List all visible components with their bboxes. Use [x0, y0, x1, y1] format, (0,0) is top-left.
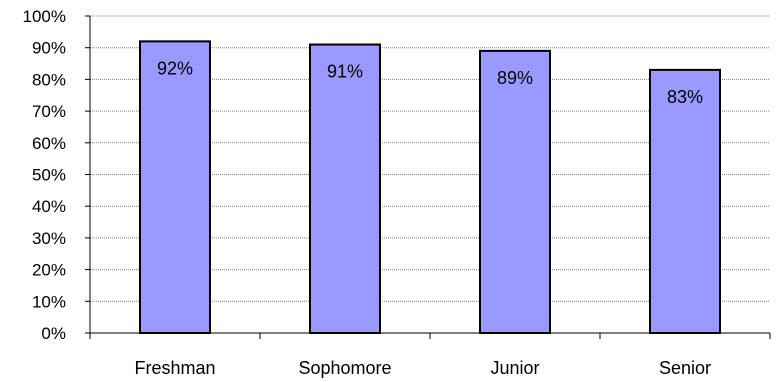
data-label: 91%: [327, 62, 363, 82]
y-tick-labels: 0% 10% 20% 30% 40% 50% 60% 70% 80% 90% 100%: [23, 7, 66, 343]
category-label: Freshman: [134, 358, 215, 378]
data-label: 89%: [497, 68, 533, 88]
y-tick-label: 90%: [32, 39, 66, 58]
y-tick-label: 20%: [32, 261, 66, 280]
category-label: Junior: [490, 358, 539, 378]
y-tick-label: 80%: [32, 70, 66, 89]
bar-senior: [649, 68, 721, 334]
data-label: 83%: [667, 87, 703, 107]
bars: [139, 40, 721, 335]
y-tick-label: 30%: [32, 229, 66, 248]
y-tick-label: 10%: [32, 292, 66, 311]
bar-sophomore: [309, 43, 381, 334]
y-tick-label: 0%: [41, 324, 66, 343]
y-tick-label: 70%: [32, 102, 66, 121]
y-tick-label: 50%: [32, 166, 66, 185]
y-tick-label: 40%: [32, 197, 66, 216]
y-tick-label: 100%: [23, 7, 66, 26]
category-label: Sophomore: [298, 358, 391, 378]
bar-junior: [479, 49, 551, 335]
axes: [85, 15, 771, 339]
category-label: Senior: [659, 358, 711, 378]
data-label: 92%: [157, 58, 193, 78]
y-tick-label: 60%: [32, 134, 66, 153]
bar-freshman: [139, 40, 211, 335]
category-labels: Freshman Sophomore Junior Senior: [134, 358, 711, 378]
data-labels: 92% 91% 89% 83%: [157, 58, 703, 107]
